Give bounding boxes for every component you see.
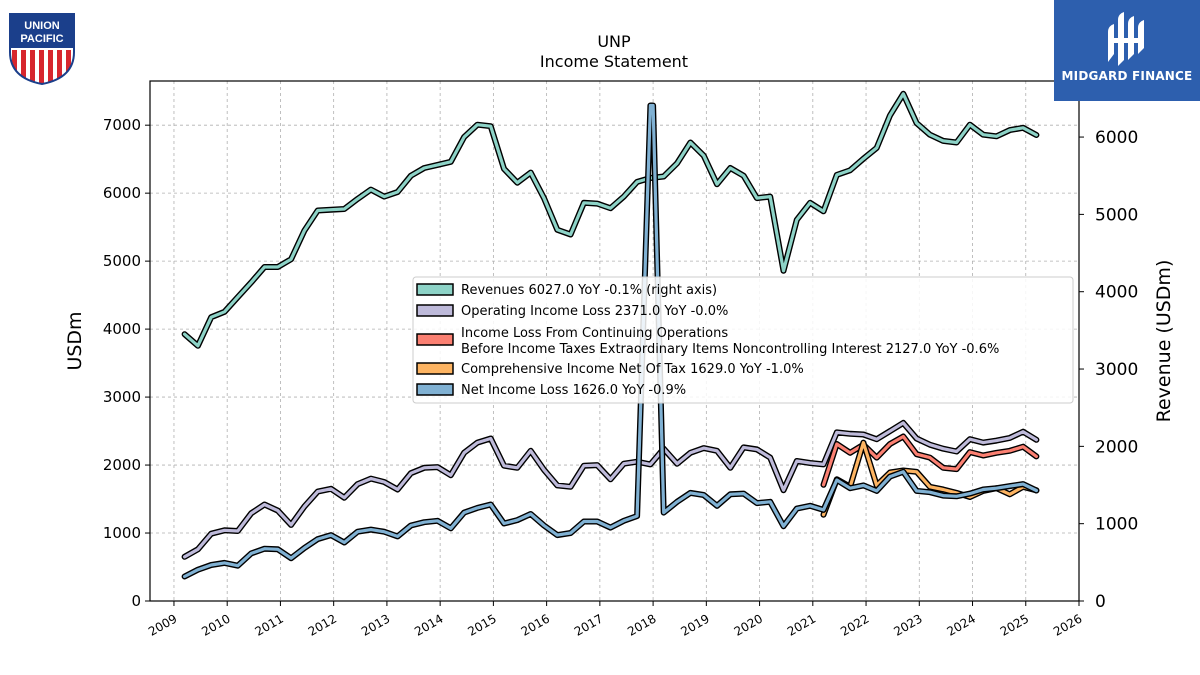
- y-right-tick-label: 3000: [1095, 360, 1138, 380]
- x-tick-label: 2024: [945, 611, 978, 638]
- x-tick-label: 2019: [678, 611, 711, 638]
- chart-title: UNP: [597, 32, 631, 51]
- plot-frame: [149, 80, 1080, 602]
- midgard-mark-icon: [1108, 12, 1144, 66]
- x-tick-label: 2011: [252, 611, 285, 638]
- x-tick-label: 2018: [625, 611, 658, 638]
- y-tick-label: 1000: [103, 524, 141, 542]
- x-tick-label: 2020: [732, 611, 765, 638]
- x-tick-label: 2023: [891, 611, 924, 638]
- logo-text-union: UNION: [24, 20, 60, 32]
- x-tick-label: 2017: [572, 611, 605, 638]
- x-tick-label: 2010: [199, 611, 232, 638]
- series-line-operating-income-loss: [183, 421, 1039, 559]
- chart-subtitle: Income Statement: [540, 52, 688, 71]
- legend-label-pretax-income-line2: Before Income Taxes Extraordinary Items …: [461, 342, 999, 357]
- legend-label-comprehensive-income: Comprehensive Income Net Of Tax 1629.0 Y…: [461, 362, 804, 377]
- legend-label-net-income: Net Income Loss 1626.0 YoY -0.9%: [461, 383, 686, 398]
- y-tick-label: 3000: [103, 388, 141, 406]
- legend-swatch-net-income: [416, 383, 454, 396]
- y-tick-label: 4000: [103, 320, 141, 338]
- legend-swatch-comprehensive-income: [416, 362, 454, 375]
- series-line-revenues: [183, 92, 1039, 348]
- x-tick-label: 2022: [838, 611, 871, 638]
- y-tick-label: 6000: [103, 184, 141, 202]
- legend-swatch-revenues: [416, 283, 454, 296]
- legend-swatch-operating-income: [416, 304, 454, 317]
- legend: Revenues 6027.0 YoY -0.1% (right axis) O…: [412, 276, 1074, 404]
- x-tick-label: 2013: [359, 611, 392, 638]
- y-tick-label: 7000: [103, 116, 141, 134]
- legend-swatch-pretax-income: [416, 333, 454, 346]
- x-tick-label: 2026: [1051, 611, 1084, 638]
- y-right-tick-label: 4000: [1095, 283, 1138, 303]
- y-right-tick-label: 6000: [1095, 128, 1138, 148]
- midgard-name: MIDGARD FINANCE: [1061, 69, 1193, 83]
- y-tick-label: 0: [131, 592, 141, 610]
- y-right-tick-label: 5000: [1095, 205, 1138, 225]
- y-right-tick-label: 2000: [1095, 437, 1138, 457]
- y-right-tick-label: 0: [1095, 592, 1106, 612]
- x-tick-label: 2025: [998, 611, 1031, 638]
- union-pacific-logo: UNION PACIFIC: [6, 8, 78, 86]
- y-tick-label: 2000: [103, 456, 141, 474]
- x-tick-label: 2015: [465, 611, 498, 638]
- series-line-net-income-loss: [183, 103, 1039, 579]
- left-axis-ticks: 0 1000 2000 3000 4000 5000 6000 7000: [103, 116, 150, 610]
- right-axis-ticks: 0 1000 2000 3000 4000 5000 6000: [1079, 128, 1138, 612]
- logo-text-pacific: PACIFIC: [20, 33, 63, 45]
- x-tick-label: 2016: [519, 611, 552, 638]
- x-tick-label: 2012: [306, 611, 339, 638]
- legend-box: [412, 276, 1074, 404]
- series-layer: [181, 90, 1040, 580]
- x-axis-ticks: 2009 2010 2011 2012 2013 2014 2015 2016 2017 2018…: [146, 601, 1085, 639]
- legend-label-pretax-income-line1: Income Loss From Continuing Operations: [461, 326, 728, 341]
- y-axis-label: USDm: [64, 311, 86, 370]
- midgard-finance-logo: MIDGARD FINANCE: [1054, 0, 1200, 101]
- legend-label-revenues: Revenues 6027.0 YoY -0.1% (right axis): [461, 283, 717, 298]
- y-tick-label: 5000: [103, 252, 141, 270]
- x-tick-label: 2014: [412, 611, 445, 638]
- x-tick-label: 2009: [146, 611, 179, 638]
- x-tick-label: 2021: [785, 611, 818, 638]
- y-axis-label-right: Revenue (USDm): [1153, 260, 1175, 423]
- y-right-tick-label: 1000: [1095, 515, 1138, 535]
- legend-label-operating-income: Operating Income Loss 2371.0 YoY -0.0%: [461, 304, 728, 319]
